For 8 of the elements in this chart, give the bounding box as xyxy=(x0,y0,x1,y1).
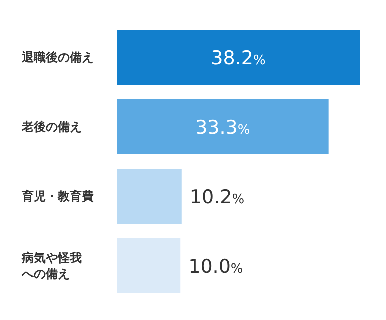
data-label: 38.2% xyxy=(211,48,266,70)
data-label: 33.3% xyxy=(196,117,250,139)
y-tick-label: 育児・教育費 xyxy=(21,190,94,204)
data-label: 10.2% xyxy=(190,186,245,208)
y-tick-label: 退職後の備え xyxy=(21,50,94,64)
data-label: 10.0% xyxy=(188,256,244,278)
y-tick-label: 病気や怪我への備え xyxy=(21,251,82,281)
y-tick-label: 老後の備え xyxy=(21,120,82,134)
